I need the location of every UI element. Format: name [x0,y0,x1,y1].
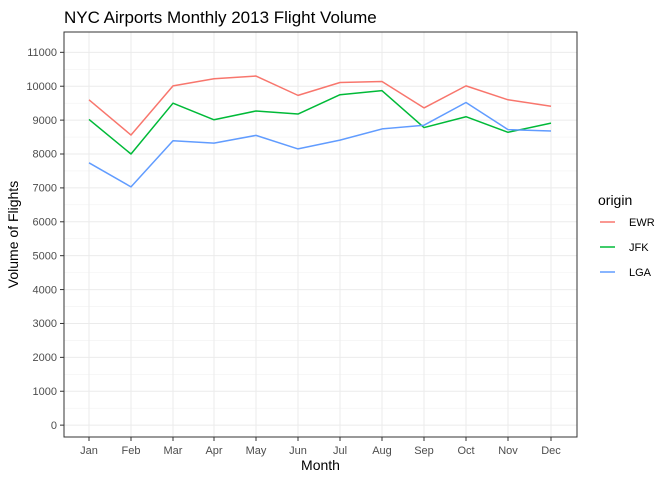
y-tick-label: 11000 [27,47,57,59]
series-line-jfk [88,89,552,155]
y-tick-label: 1000 [33,386,57,398]
y-tick-label: 3000 [33,318,57,330]
plot-border [63,31,578,438]
series-layer [88,75,552,188]
y-tick-label: 9000 [33,115,57,127]
x-tick-label-may: May [246,445,267,457]
series-line-ewr [88,75,552,136]
y-tick-label: 0 [51,420,57,432]
x-tick-label-jun: Jun [289,445,307,457]
series-line-lga [88,101,552,188]
x-tick-label-dec: Dec [541,445,561,457]
y-tick-label: 10000 [26,81,57,93]
plot-panel [64,32,577,437]
legend-title: origin [598,192,632,208]
legend-label-ewr: EWR [629,217,655,229]
x-tick-label-nov: Nov [498,445,518,457]
x-tick-label-jul: Jul [333,445,347,457]
legend: origin EWR JFK LGA [598,192,655,279]
y-tick-label: 7000 [33,183,57,195]
y-tick-label: 5000 [33,250,57,262]
x-tick-label-apr: Apr [205,445,222,457]
y-tick-label: 4000 [33,284,57,296]
y-axis-title: Volume of Flights [5,181,21,288]
x-axis-title: Month [301,457,340,473]
chart-title: NYC Airports Monthly 2013 Flight Volume [64,8,377,27]
x-tick-label-feb: Feb [122,445,141,457]
grid-layer [64,32,577,437]
x-tick-label-sep: Sep [414,445,434,457]
y-tick-label: 8000 [33,149,57,161]
legend-label-jfk: JFK [629,242,649,254]
x-tick-label-mar: Mar [164,445,183,457]
y-tick-label: 2000 [33,352,57,364]
y-tick-label: 6000 [33,216,57,228]
plot-background [64,32,577,437]
x-tick-label-aug: Aug [372,445,392,457]
x-tick-label-jan: Jan [80,445,98,457]
axis-layer: 0 1000 2000 3000 4000 5000 6000 7000 8000 9000 100… [26,31,578,457]
legend-label-lga: LGA [629,267,652,279]
x-tick-label-oct: Oct [457,445,474,457]
